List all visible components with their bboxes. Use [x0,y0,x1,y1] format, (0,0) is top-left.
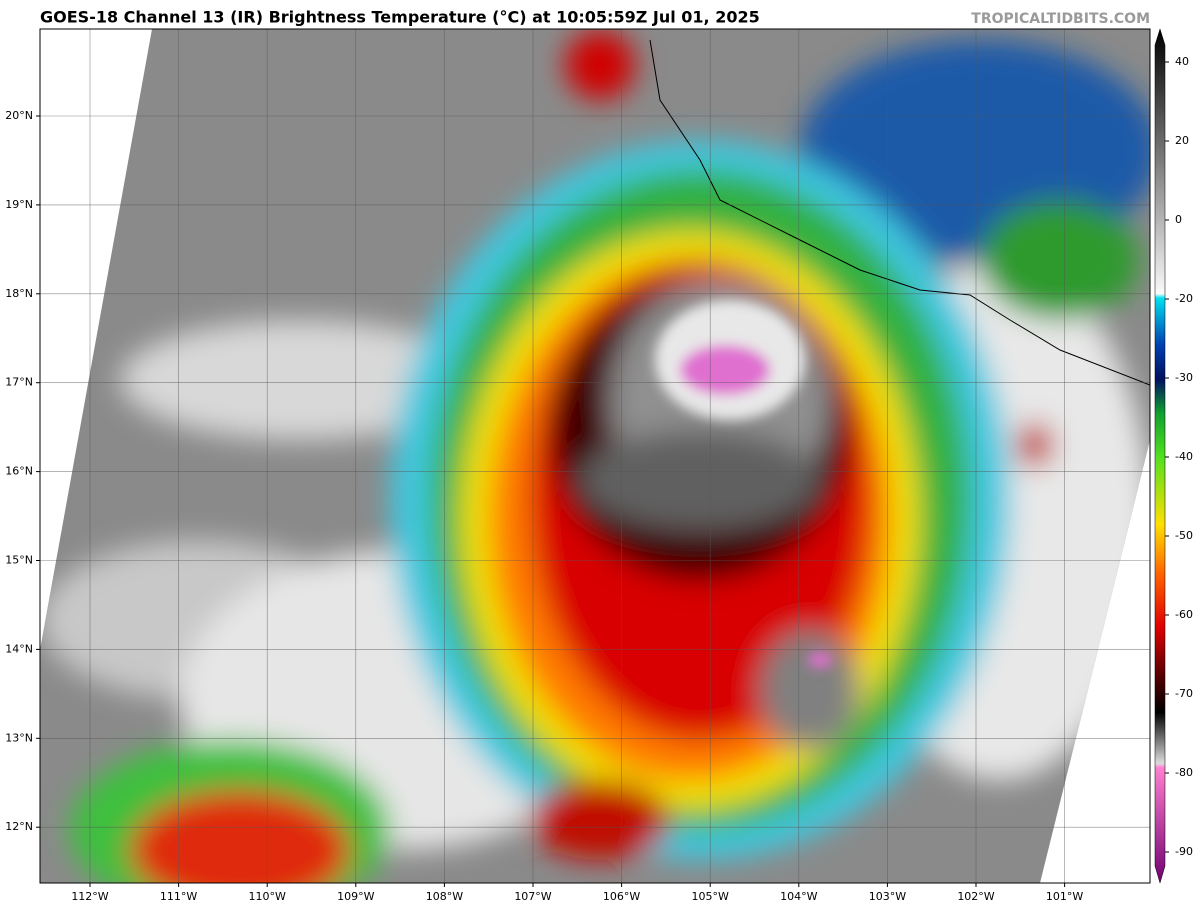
colorbar-label: -70 [1175,687,1193,700]
lat-label: 12°N [5,820,33,833]
colorbar-label: -30 [1175,371,1193,384]
lat-label: 14°N [5,642,33,655]
lat-label: 16°N [5,465,33,478]
lon-label: 108°W [426,890,463,903]
title: GOES-18 Channel 13 (IR) Brightness Tempe… [40,8,760,27]
lat-label: 17°N [5,376,33,389]
map-frame [39,28,1151,884]
lon-label: 101°W [1046,890,1083,903]
colorbar-label: -50 [1175,529,1193,542]
colorbar-label: -60 [1175,608,1193,621]
lon-label: 106°W [603,890,640,903]
lat-label: 15°N [5,554,33,567]
lon-label: 110°W [249,890,286,903]
colorbar-label: 0 [1175,213,1182,226]
lon-label: 112°W [71,890,108,903]
colorbar [1154,28,1166,884]
lon-label: 111°W [160,890,197,903]
graticule [40,29,1150,883]
watermark: TROPICALTIDBITS.COM [971,11,1150,27]
lon-label: 102°W [957,890,994,903]
lon-label: 104°W [780,890,817,903]
lat-label: 13°N [5,731,33,744]
colorbar-ticks: 40 20 0 -20 -30 -40 -50 -60 -70 -80 -90 [1165,55,1193,858]
lat-label: 19°N [5,198,33,211]
lon-label: 109°W [337,890,374,903]
imagery [40,29,1150,883]
lat-label: 20°N [5,109,33,122]
lon-labels: 112°W 111°W 110°W 109°W 108°W 107°W 106°W 105°W… [71,883,1083,903]
colorbar-label: -40 [1175,450,1193,463]
colorbar-label: 20 [1175,134,1189,147]
colorbar-label: -80 [1175,766,1193,779]
colorbar-label: 40 [1175,55,1189,68]
lat-labels: 20°N 19°N 18°N 17°N 16°N 15°N 14°N 13°N 12°N [5,109,40,833]
lon-label: 107°W [514,890,551,903]
lon-label: 103°W [869,890,906,903]
colorbar-label: -90 [1175,845,1193,858]
colorbar-label: -20 [1175,292,1193,305]
lat-label: 18°N [5,287,33,300]
lon-label: 105°W [692,890,729,903]
